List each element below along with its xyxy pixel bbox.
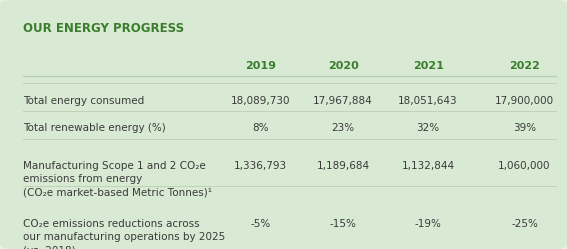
Text: 17,900,000: 17,900,000	[495, 96, 554, 106]
Text: 2022: 2022	[509, 61, 540, 71]
Text: 1,060,000: 1,060,000	[498, 161, 551, 171]
Text: -5%: -5%	[251, 219, 271, 229]
Text: 17,967,884: 17,967,884	[313, 96, 373, 106]
Text: -19%: -19%	[414, 219, 442, 229]
Text: 32%: 32%	[417, 123, 439, 133]
Text: -15%: -15%	[329, 219, 357, 229]
Text: 39%: 39%	[513, 123, 536, 133]
Text: 2019: 2019	[246, 61, 276, 71]
Text: Total energy consumed: Total energy consumed	[23, 96, 144, 106]
Text: 1,132,844: 1,132,844	[401, 161, 455, 171]
Text: 2021: 2021	[413, 61, 443, 71]
Text: 8%: 8%	[252, 123, 269, 133]
Text: 2020: 2020	[328, 61, 358, 71]
Text: 18,051,643: 18,051,643	[398, 96, 458, 106]
Text: CO₂e emissions reductions across
our manufacturing operations by 2025
(vs. 2018): CO₂e emissions reductions across our man…	[23, 219, 225, 249]
Text: Total renewable energy (%): Total renewable energy (%)	[23, 123, 166, 133]
Text: 23%: 23%	[332, 123, 354, 133]
Text: 1,189,684: 1,189,684	[316, 161, 370, 171]
Text: 18,089,730: 18,089,730	[231, 96, 290, 106]
Text: OUR ENERGY PROGRESS: OUR ENERGY PROGRESS	[23, 22, 184, 35]
Text: Manufacturing Scope 1 and 2 CO₂e
emissions from energy
(CO₂e market-based Metric: Manufacturing Scope 1 and 2 CO₂e emissio…	[23, 161, 211, 197]
Text: 1,336,793: 1,336,793	[234, 161, 287, 171]
Text: -25%: -25%	[511, 219, 538, 229]
